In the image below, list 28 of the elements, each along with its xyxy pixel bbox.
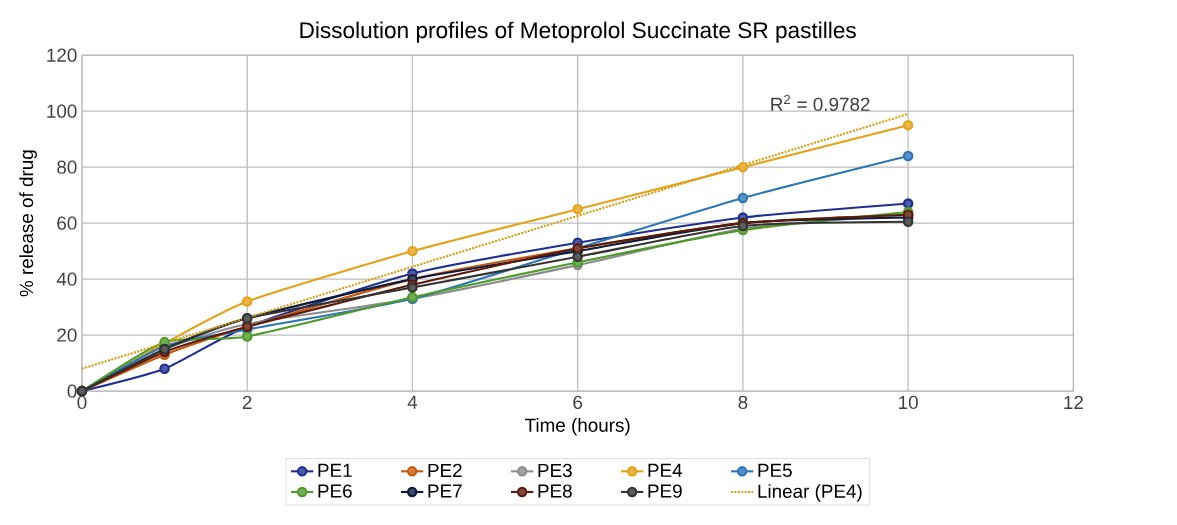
legend-label: PE1 (318, 463, 352, 477)
y-tick-label: 120 (47, 48, 77, 62)
legend-label: PE6 (318, 484, 352, 498)
y-tick-label: 80 (57, 160, 77, 174)
x-tick-label: 10 (899, 395, 918, 409)
legend-label: Linear (PE4) (758, 484, 862, 502)
annotation: R$^{2}$ = 0.9782 (771, 94, 870, 111)
legend-label: PE3 (538, 463, 572, 478)
legend-label: PE5 (758, 463, 792, 477)
legend-label: PE7 (428, 484, 462, 498)
x-tick-label: 6 (573, 395, 583, 409)
y-tick-label: 20 (57, 328, 77, 342)
x-tick-label: 0 (77, 395, 87, 409)
y-tick-label: 0 (67, 384, 77, 398)
chart-title: Dissolution profiles of Metoprolol Succinate SR pastilles (300, 21, 856, 43)
x-tick-label: 12 (1064, 395, 1083, 409)
y-tick-label: 60 (57, 216, 77, 230)
x-axis-title: Time (hours) (525, 417, 630, 436)
y-tick-label: 100 (47, 104, 77, 118)
y-axis-title: % release of drug (19, 150, 37, 297)
x-tick-label: 8 (738, 395, 748, 409)
legend-label: PE9 (648, 484, 682, 498)
legend-label: PE2 (428, 463, 462, 477)
y-tick-label: 40 (56, 272, 77, 286)
x-tick-label: 2 (242, 395, 252, 409)
x-tick-label: 4 (407, 395, 418, 409)
legend-label: PE8 (538, 484, 572, 498)
legend-label: PE4 (648, 463, 683, 477)
